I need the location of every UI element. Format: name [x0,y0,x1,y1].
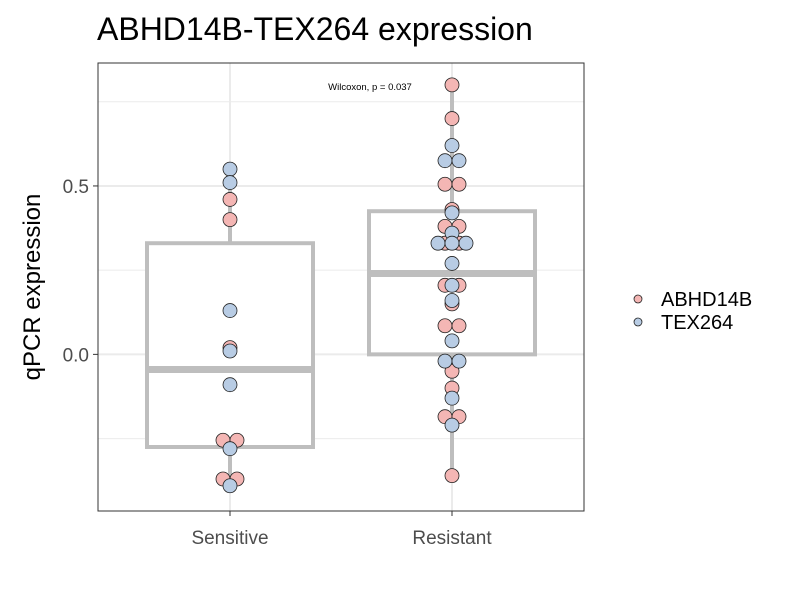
point-tex264 [444,256,460,271]
point-abhd14b [451,318,467,334]
point-abhd14b [444,77,460,93]
point-abhd14b [444,363,460,379]
box-sensitive [145,241,315,449]
point-tex264 [444,277,460,293]
point-tex264 [222,441,238,457]
data-points [215,77,474,494]
point-tex264 [437,353,453,369]
y-axis-label: qPCR expression [19,194,46,381]
wilcoxon-annotation: Wilcoxon, p = 0.037 [328,82,412,93]
point-tex264 [444,417,460,433]
point-abhd14b [222,212,238,228]
point-tex264 [222,161,238,177]
chart-title: ABHD14B-TEX264 expression [97,11,533,47]
legend-key-abhd14b [633,294,643,304]
point-tex264 [222,478,238,494]
point-tex264 [451,153,467,169]
y-axis: 0.0 0.5 [63,177,98,366]
point-abhd14b [444,111,460,126]
y-tick-label: 0.0 [63,345,89,366]
point-tex264 [222,303,238,318]
point-tex264 [444,235,460,251]
point-tex264 [222,175,238,190]
point-tex264 [444,333,460,349]
point-abhd14b [451,176,467,192]
x-tick-label: Sensitive [191,528,268,549]
panel-border [97,62,585,512]
point-tex264 [444,138,460,153]
point-tex264 [430,235,446,251]
point-abhd14b [444,468,460,484]
point-tex264 [458,235,474,251]
point-tex264 [444,390,460,406]
point-tex264 [444,293,460,308]
point-tex264 [222,377,238,393]
x-tick-label: Resistant [412,528,492,549]
point-tex264 [437,153,453,169]
point-abhd14b [437,318,453,334]
point-tex264 [451,353,467,369]
legend-label-abhd14b: ABHD14B [661,289,752,311]
legend-key-tex264 [633,317,643,327]
point-abhd14b [222,192,238,207]
boxes [145,84,537,486]
point-tex264 [222,343,238,359]
legend-label-tex264: TEX264 [661,312,733,334]
point-abhd14b [437,176,453,192]
point-tex264 [444,205,460,221]
x-axis: Sensitive Resistant [191,511,492,549]
y-tick-label: 0.5 [63,177,89,198]
